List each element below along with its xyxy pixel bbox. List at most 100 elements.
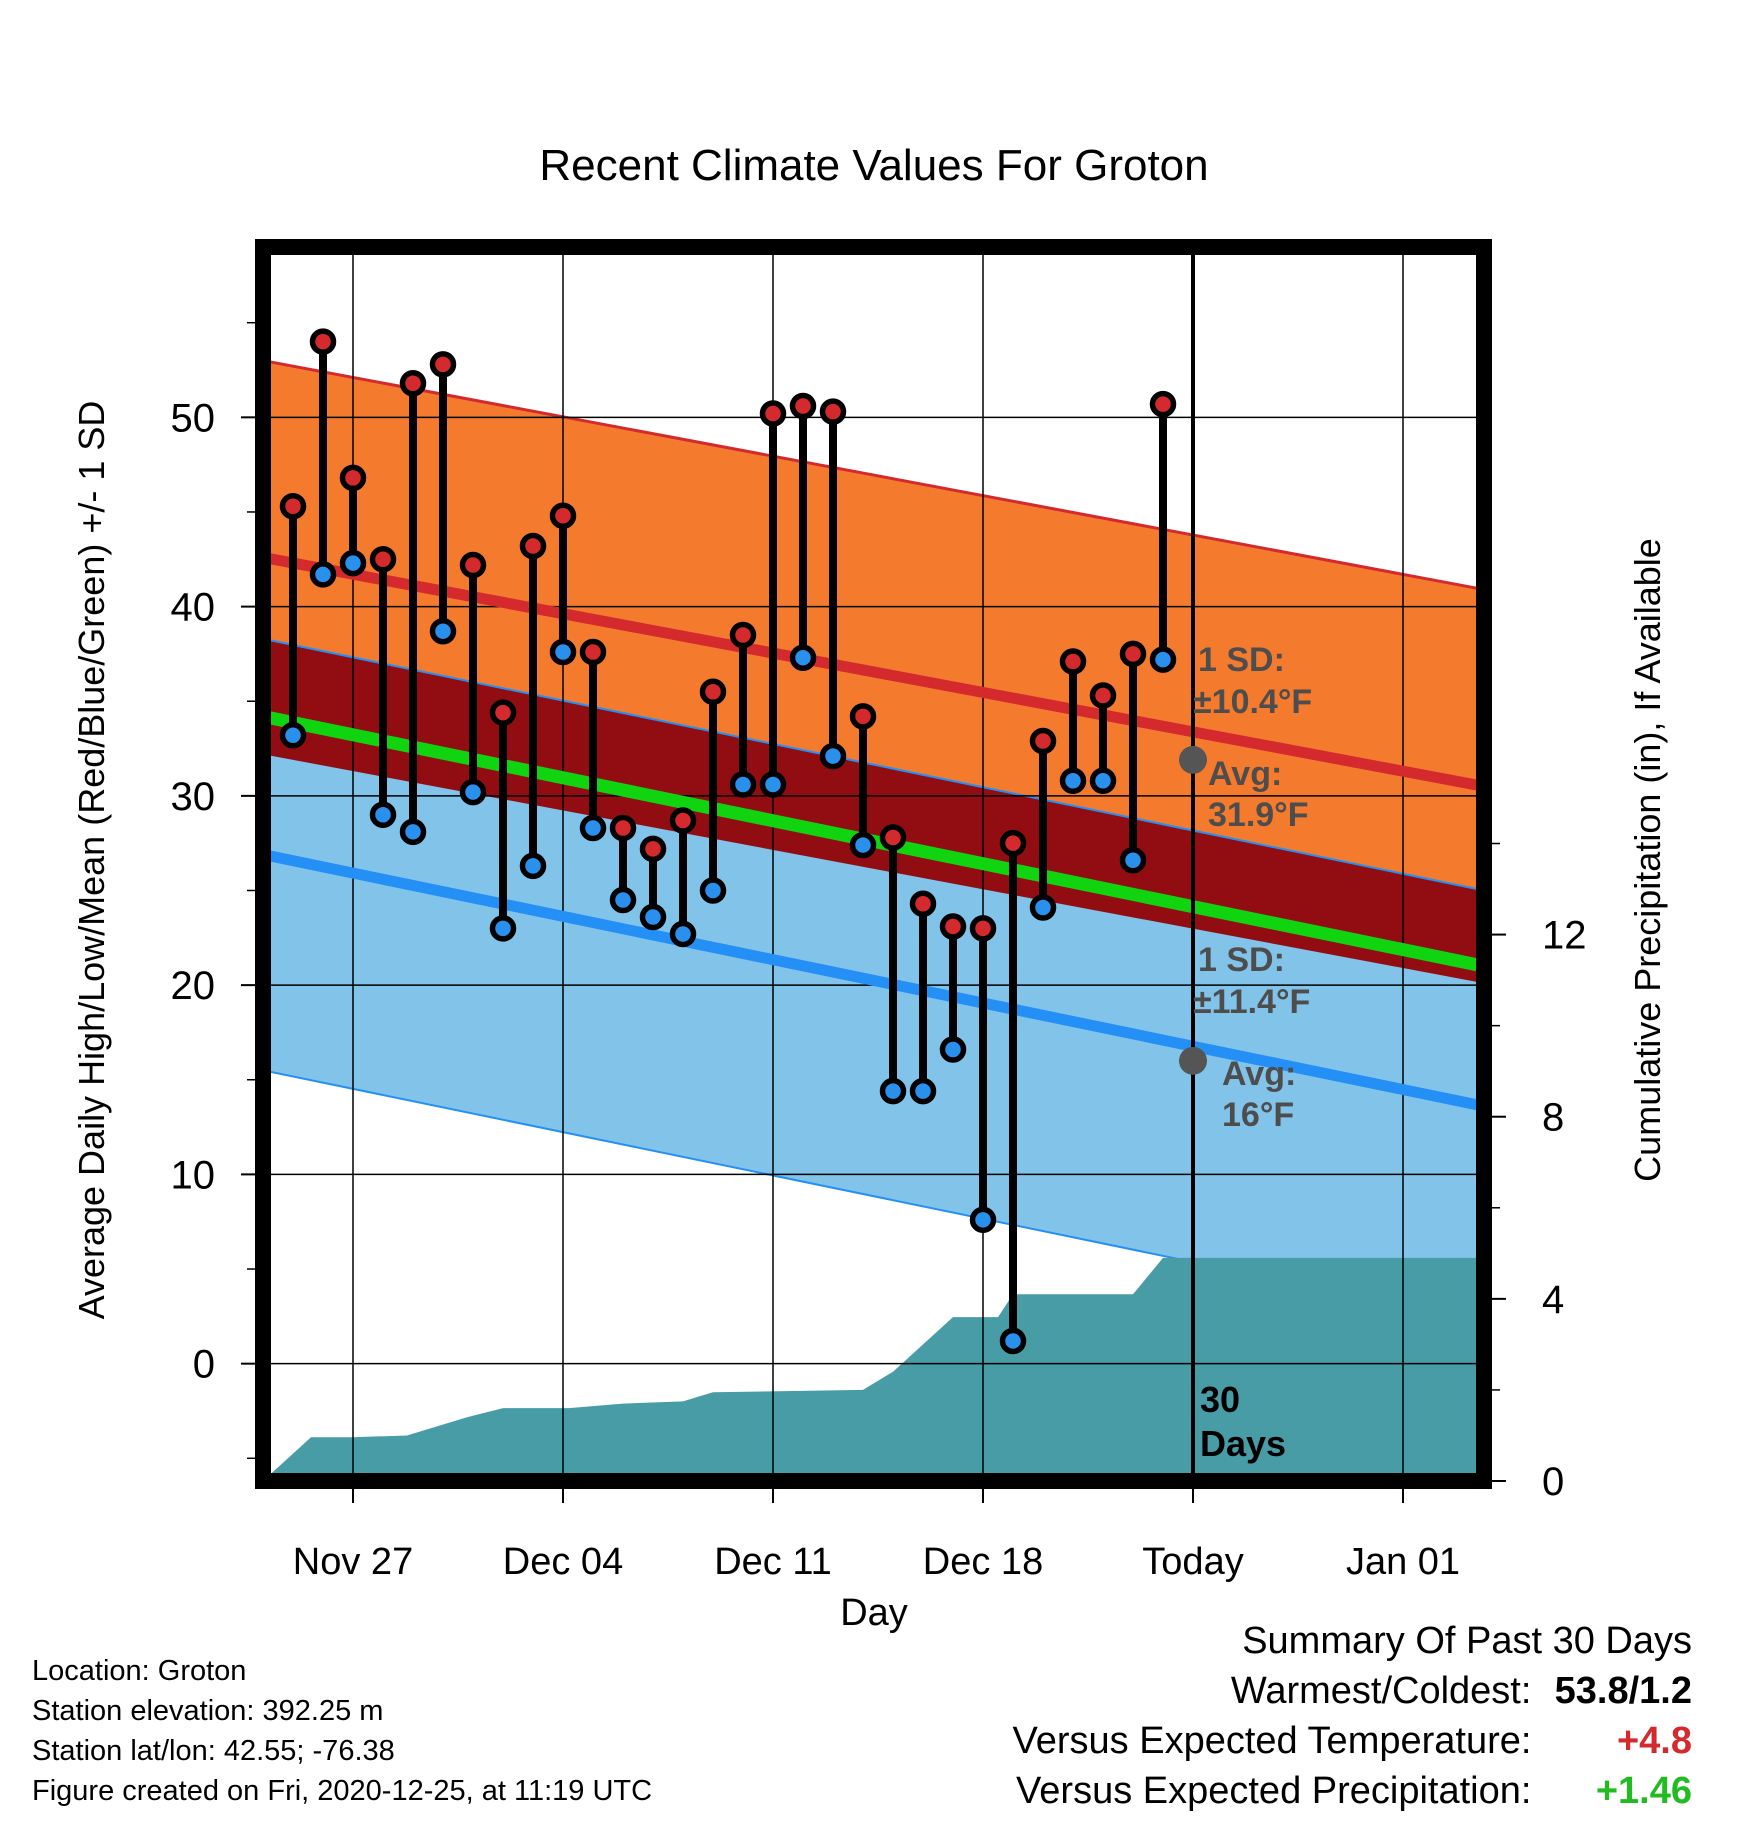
- observed-high-point: [969, 915, 997, 942]
- low-avg-value: 16°F: [1222, 1096, 1294, 1134]
- observed-low-point: [909, 1077, 937, 1105]
- observed-high-point: [909, 890, 937, 917]
- high-avg-marker: [1179, 745, 1207, 774]
- x-axis-label: Day: [840, 1592, 908, 1634]
- warm-cold-label: Warmest/Coldest:: [1230, 1670, 1532, 1712]
- summary-title: Summary Of Past 30 Days: [1242, 1620, 1692, 1662]
- observed-high-point: [399, 370, 427, 397]
- created-text: Figure created on Fri, 2020-12-25, at 11…: [32, 1775, 653, 1807]
- summary-precip: Versus Expected Precipitation: +1.46: [1016, 1770, 1692, 1813]
- low-sd-upper-line: [262, 637, 1485, 892]
- observed-high-point: [699, 678, 727, 706]
- y-tick-label: 40: [171, 586, 216, 630]
- observed-high-point: [609, 814, 637, 842]
- normal-high-line: [261, 551, 1486, 792]
- y2-tick-label: 4: [1542, 1278, 1564, 1322]
- y2-tick-label: 12: [1542, 914, 1587, 958]
- observed-low-point: [519, 852, 547, 880]
- x-tick-label: Nov 27: [293, 1541, 413, 1583]
- y2-axis-label: Cumulative Precipitation (in), If Availa…: [1627, 538, 1668, 1182]
- observed-high-point: [999, 829, 1027, 857]
- warm-cold-value: 53.8/1.2: [1554, 1670, 1692, 1712]
- observed-low-point: [1059, 767, 1087, 794]
- high-avg-value: 31.9°F: [1208, 796, 1309, 834]
- observed-low-point: [429, 617, 457, 645]
- summary-temp: Versus Expected Temperature: +4.8: [1013, 1720, 1692, 1763]
- days-count-label: 30: [1200, 1379, 1240, 1420]
- chart-title: Recent Climate Values For Groton: [539, 141, 1208, 190]
- observed-low-point: [489, 915, 517, 942]
- observed-low-point: [399, 818, 427, 846]
- observed-low-point: [459, 778, 487, 806]
- low-avg-label: Avg:: [1222, 1055, 1296, 1093]
- observed-high-point: [459, 551, 487, 579]
- y-tick-label: 10: [171, 1153, 216, 1197]
- x-tick-label: Jan 01: [1346, 1541, 1460, 1583]
- x-tick-label: Today: [1142, 1541, 1243, 1583]
- observed-high-point: [279, 493, 307, 520]
- low-sd-value: ±11.4°F: [1193, 983, 1310, 1021]
- observed-low-point: [1089, 767, 1117, 794]
- precip-value: +1.46: [1595, 1770, 1692, 1812]
- observed-low-point: [1149, 646, 1177, 673]
- observed-low-point: [699, 877, 727, 904]
- observed-low-point: [1029, 894, 1057, 921]
- y-tick-label: 50: [171, 396, 216, 440]
- observed-low-point: [369, 801, 397, 829]
- observed-high-point: [549, 502, 577, 530]
- observed-low-point: [639, 903, 667, 931]
- observed-low-point: [579, 814, 607, 842]
- observed-low-point: [669, 920, 697, 948]
- y2-tick-label: 8: [1542, 1096, 1564, 1140]
- low-sd-label: 1 SD:: [1198, 941, 1285, 979]
- observed-high-point: [729, 621, 757, 649]
- observed-high-point: [369, 546, 397, 573]
- high-sd-upper-line: [262, 359, 1485, 592]
- observed-high-point: [1029, 727, 1057, 755]
- summary-warm-cold: Warmest/Coldest: 53.8/1.2: [1231, 1670, 1692, 1713]
- elevation-text: Station elevation: 392.25 m: [32, 1695, 384, 1727]
- observed-low-point: [879, 1077, 907, 1105]
- precip-label: Versus Expected Precipitation:: [1016, 1770, 1532, 1812]
- y-axis-label: Average Daily High/Low/Mean (Red/Blue/Gr…: [71, 401, 112, 1320]
- high-avg-label: Avg:: [1208, 755, 1282, 793]
- x-tick-label: Dec 18: [923, 1541, 1043, 1583]
- y-tick-label: 0: [193, 1343, 215, 1387]
- observed-high-point: [339, 464, 367, 492]
- observed-high-point: [819, 398, 847, 425]
- observed-high-point: [1059, 648, 1087, 675]
- observed-high-point: [759, 400, 787, 427]
- x-tick-label: Dec 11: [714, 1541, 832, 1583]
- observed-high-point: [1149, 390, 1177, 418]
- y-tick-label: 20: [171, 964, 216, 1008]
- plot-frame: [255, 239, 1492, 1489]
- observed-high-point: [639, 835, 667, 863]
- observed-low-point: [759, 771, 787, 798]
- observed-high-point: [789, 392, 817, 420]
- observed-low-point: [729, 771, 757, 798]
- observed-low-point: [939, 1036, 967, 1063]
- observed-low-point: [849, 831, 877, 859]
- location-text: Location: Groton: [32, 1655, 247, 1687]
- observed-low-point: [969, 1206, 997, 1234]
- y2-tick-label: 0: [1542, 1460, 1564, 1504]
- observed-high-point: [879, 824, 907, 851]
- latlon-text: Station lat/lon: 42.55; -76.38: [32, 1735, 395, 1767]
- observed-high-point: [579, 638, 607, 666]
- observed-low-point: [789, 644, 817, 671]
- observed-high-point: [669, 807, 697, 834]
- days-word-label: Days: [1200, 1423, 1286, 1464]
- observed-low-point: [339, 549, 367, 577]
- observed-high-point: [489, 699, 517, 726]
- observed-high-point: [519, 532, 547, 560]
- observed-low-point: [609, 886, 637, 914]
- observed-low-point: [279, 722, 307, 749]
- observed-high-point: [1119, 640, 1147, 668]
- observed-high-point: [429, 351, 457, 378]
- x-tick-label: Dec 04: [503, 1541, 623, 1583]
- precip-area: [263, 1257, 1484, 1481]
- y-tick-label: 30: [171, 775, 216, 819]
- observed-low-point: [999, 1327, 1027, 1355]
